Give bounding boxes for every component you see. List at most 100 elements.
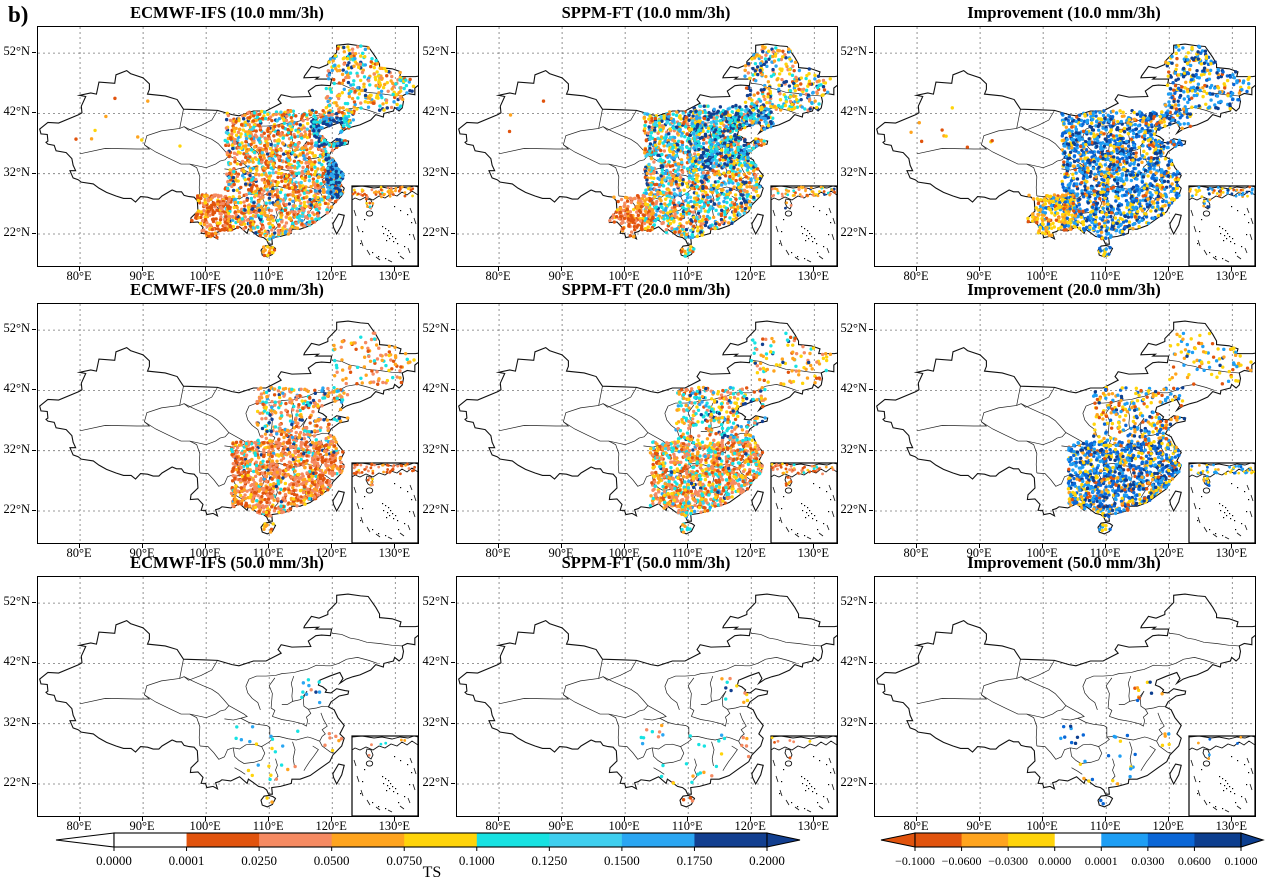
x-axis-tick (498, 544, 500, 548)
y-axis-tick-label: 42°N (840, 654, 867, 669)
x-axis-tick (205, 544, 207, 548)
x-axis-tick (813, 544, 815, 548)
y-axis-tick (32, 52, 36, 54)
x-axis-tick (916, 544, 918, 548)
x-axis-tick (498, 267, 500, 271)
x-axis-tick-label: 100°E (608, 269, 640, 283)
figure-label: b) (8, 2, 29, 27)
ts-colorbar-tick-label: 0.1750 (677, 853, 713, 868)
map-panel-canvas-improvement-20-0-mm-3h- (874, 303, 1256, 544)
x-axis-tick-label: 130°E (1215, 819, 1247, 833)
x-axis-tick (813, 267, 815, 271)
x-axis-tick-label: 80°E (903, 546, 929, 560)
panel-title: Improvement (10.0 mm/3h) (967, 3, 1161, 22)
y-axis-tick (869, 172, 873, 174)
x-axis-tick-label: 90°E (129, 269, 155, 283)
y-axis-tick-label: 52°N (422, 44, 449, 59)
x-axis-tick-label: 130°E (797, 269, 829, 283)
y-axis-tick-label: 52°N (840, 594, 867, 609)
x-axis-tick-label: 130°E (378, 546, 410, 560)
x-axis-tick (1042, 817, 1044, 821)
y-axis-tick (32, 722, 36, 724)
x-axis-tick (750, 544, 752, 548)
y-axis-tick (451, 602, 455, 604)
y-axis-tick (869, 449, 873, 451)
panel-title: SPPM-FT (10.0 mm/3h) (561, 3, 731, 22)
y-axis-tick-label: 32°N (3, 164, 30, 179)
y-axis-tick (869, 722, 873, 724)
x-axis-tick-label: 110°E (1089, 819, 1121, 833)
x-axis-tick (331, 817, 333, 821)
x-axis-tick (331, 267, 333, 271)
x-axis-tick (916, 267, 918, 271)
y-axis-tick (451, 662, 455, 664)
x-axis-tick (394, 267, 396, 271)
improvement-colorbar: −0.1000 −0.0600 −0.0300 0.0000 0.0001 0.0300 0… (880, 832, 1265, 868)
x-axis-tick-label: 100°E (189, 819, 221, 833)
y-axis-tick (451, 329, 455, 331)
x-axis-tick-label: 100°E (1026, 819, 1058, 833)
x-axis-tick-label: 90°E (548, 546, 574, 560)
map-panel-canvas-sppm-ft-20-0-mm-3h- (456, 303, 838, 544)
x-axis-tick (624, 817, 626, 821)
x-axis-tick-label: 100°E (1026, 546, 1058, 560)
map-panel-canvas-sppm-ft-10-0-mm-3h- (456, 26, 838, 267)
x-axis-tick-label: 90°E (548, 819, 574, 833)
ts-colorbar-tick-label: 0.1000 (459, 853, 495, 868)
y-axis-tick (869, 389, 873, 391)
x-axis-tick (1042, 267, 1044, 271)
x-axis-tick (750, 267, 752, 271)
map-panel-canvas-improvement-10-0-mm-3h- (874, 26, 1256, 267)
x-axis-tick (1231, 544, 1233, 548)
x-axis-tick-label: 90°E (129, 546, 155, 560)
x-axis-tick (1168, 817, 1170, 821)
ts-colorbar-tick-label: 0.2000 (749, 853, 785, 868)
x-axis-tick (394, 817, 396, 821)
x-axis-tick (624, 267, 626, 271)
y-axis-tick (451, 112, 455, 114)
x-axis-tick (394, 544, 396, 548)
y-axis-tick-label: 52°N (3, 321, 30, 336)
ts-colorbar-tick-label: 0.1500 (604, 853, 640, 868)
x-axis-tick-label: 80°E (485, 819, 511, 833)
x-axis-tick-label: 90°E (966, 269, 992, 283)
x-axis-tick (142, 544, 144, 548)
y-axis-tick-label: 52°N (422, 321, 449, 336)
y-axis-tick-label: 42°N (422, 104, 449, 119)
y-axis-tick (451, 509, 455, 511)
x-axis-tick (750, 817, 752, 821)
map-panel-canvas-ecmwf-ifs-20-0-mm-3h- (37, 303, 419, 544)
panel-title: ECMWF-IFS (20.0 mm/3h) (130, 280, 324, 299)
x-axis-tick-label: 110°E (671, 819, 703, 833)
y-axis-tick-label: 42°N (3, 381, 30, 396)
x-axis-tick (79, 267, 81, 271)
x-axis-tick-label: 130°E (378, 269, 410, 283)
y-axis-tick-label: 32°N (840, 164, 867, 179)
x-axis-tick (268, 817, 270, 821)
improvement-colorbar-tick-label: 0.1000 (1225, 854, 1258, 868)
y-axis-tick (869, 602, 873, 604)
x-axis-tick (1042, 544, 1044, 548)
y-axis-tick (869, 232, 873, 234)
panel-title: SPPM-FT (50.0 mm/3h) (561, 553, 731, 572)
y-axis-tick-label: 32°N (3, 441, 30, 456)
x-axis-tick-label: 130°E (1215, 269, 1247, 283)
y-axis-tick (32, 782, 36, 784)
x-axis-tick (205, 817, 207, 821)
ts-colorbar-tick-label: 0.0750 (386, 853, 422, 868)
y-axis-tick-label: 52°N (840, 321, 867, 336)
y-axis-tick-label: 52°N (840, 44, 867, 59)
x-axis-tick-label: 90°E (129, 819, 155, 833)
x-axis-tick-label: 130°E (797, 819, 829, 833)
y-axis-tick-label: 22°N (840, 224, 867, 239)
map-panel-canvas-sppm-ft-50-0-mm-3h- (456, 576, 838, 817)
x-axis-tick (268, 267, 270, 271)
y-axis-tick-label: 32°N (422, 164, 449, 179)
y-axis-tick (32, 509, 36, 511)
x-axis-tick-label: 130°E (378, 819, 410, 833)
y-axis-tick-label: 32°N (840, 441, 867, 456)
y-axis-tick-label: 32°N (3, 714, 30, 729)
x-axis-tick (498, 817, 500, 821)
panel-title: Improvement (20.0 mm/3h) (967, 280, 1161, 299)
